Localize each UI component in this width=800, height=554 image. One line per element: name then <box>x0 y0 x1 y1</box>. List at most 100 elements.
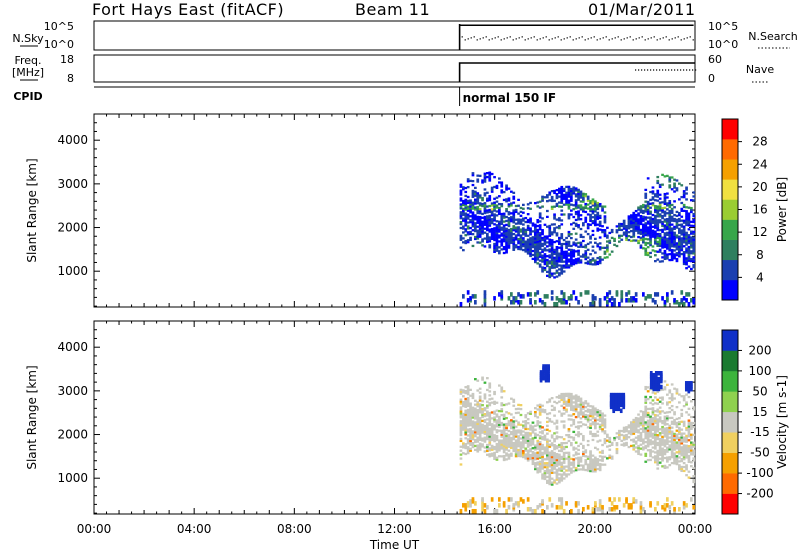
data-cell <box>654 396 657 399</box>
data-cell <box>510 241 513 244</box>
data-cell <box>548 418 552 421</box>
data-cell <box>486 443 489 447</box>
data-cell <box>658 406 662 409</box>
data-cell <box>514 226 518 229</box>
data-cell <box>654 429 657 432</box>
data-cell <box>630 427 633 430</box>
data-cell <box>678 198 681 201</box>
data-cell <box>668 389 672 392</box>
data-cell <box>620 294 624 299</box>
data-cell <box>522 241 525 244</box>
data-cell <box>502 403 506 407</box>
data-cell <box>488 415 492 419</box>
data-cell <box>651 233 655 236</box>
data-cell <box>478 235 482 238</box>
data-cell <box>526 242 530 245</box>
data-cell <box>639 437 643 440</box>
data-cell <box>680 229 684 232</box>
data-cell <box>505 198 508 201</box>
data-cell <box>654 210 657 214</box>
data-cell <box>673 257 676 260</box>
colorbar-segment <box>722 139 738 160</box>
data-cell <box>550 442 554 445</box>
data-cell <box>584 195 588 198</box>
data-cell <box>682 395 686 398</box>
data-cell <box>565 300 568 305</box>
data-cell <box>654 437 657 440</box>
data-cell <box>529 201 532 205</box>
data-cell <box>675 417 679 421</box>
data-cell <box>642 247 645 250</box>
data-cell <box>505 448 508 451</box>
data-cell <box>553 272 556 275</box>
data-cell <box>502 437 506 440</box>
data-cell <box>658 432 662 435</box>
data-cell <box>661 183 664 186</box>
data-cell <box>690 236 693 239</box>
data-cell <box>514 244 518 247</box>
data-cell <box>692 246 696 249</box>
data-cell <box>574 501 578 506</box>
data-cell <box>536 457 540 460</box>
data-cell <box>663 435 667 438</box>
data-cell <box>690 445 693 448</box>
data-cell <box>639 423 643 427</box>
data-cell <box>488 244 492 247</box>
data-cell <box>483 231 487 234</box>
data-cell <box>586 467 590 470</box>
data-cell <box>685 292 688 297</box>
colorbar-tick-label: 15 <box>752 405 767 419</box>
data-cell <box>675 429 679 432</box>
data-cell <box>524 242 528 245</box>
data-cell <box>680 395 684 398</box>
data-cell <box>637 431 640 434</box>
data-cell <box>507 441 511 444</box>
data-cell <box>495 241 499 245</box>
data-cell <box>500 388 504 391</box>
data-cell <box>505 219 508 223</box>
data-cell <box>644 405 648 408</box>
data-cell <box>541 197 544 200</box>
data-cell <box>517 230 520 233</box>
data-cell <box>596 256 600 260</box>
data-cell <box>538 448 542 452</box>
data-cell <box>606 250 609 253</box>
data-cell <box>661 246 664 249</box>
data-cell <box>565 445 568 449</box>
data-cell <box>481 425 484 428</box>
data-cell <box>639 508 643 514</box>
data-cell <box>542 364 545 369</box>
data-cell <box>558 272 561 275</box>
data-cell <box>682 469 686 473</box>
data-cell <box>618 234 621 237</box>
data-cell <box>579 194 583 197</box>
data-cell <box>675 421 679 424</box>
data-cell <box>553 457 556 461</box>
data-cell <box>493 455 496 459</box>
data-cell <box>637 446 640 450</box>
data-cell <box>670 254 674 258</box>
data-cell <box>524 244 528 247</box>
data-cell <box>646 431 650 434</box>
data-cell <box>654 417 657 421</box>
data-cell <box>464 212 468 215</box>
data-cell <box>531 447 535 450</box>
data-cell <box>661 244 664 247</box>
data-cell <box>570 463 573 466</box>
data-cell <box>685 393 688 396</box>
data-cell <box>562 197 566 200</box>
data-cell <box>637 239 640 243</box>
data-cell <box>493 233 496 236</box>
data-cell <box>493 238 496 242</box>
data-cell <box>498 429 501 432</box>
data-cell <box>519 244 523 247</box>
data-cell <box>598 425 602 428</box>
data-cell <box>483 217 487 221</box>
data-cell <box>474 378 477 381</box>
data-cell <box>493 205 496 208</box>
data-cell <box>526 449 530 452</box>
data-cell <box>553 262 556 265</box>
data-cell <box>596 414 600 418</box>
data-cell <box>560 193 564 197</box>
data-cell <box>673 397 676 400</box>
